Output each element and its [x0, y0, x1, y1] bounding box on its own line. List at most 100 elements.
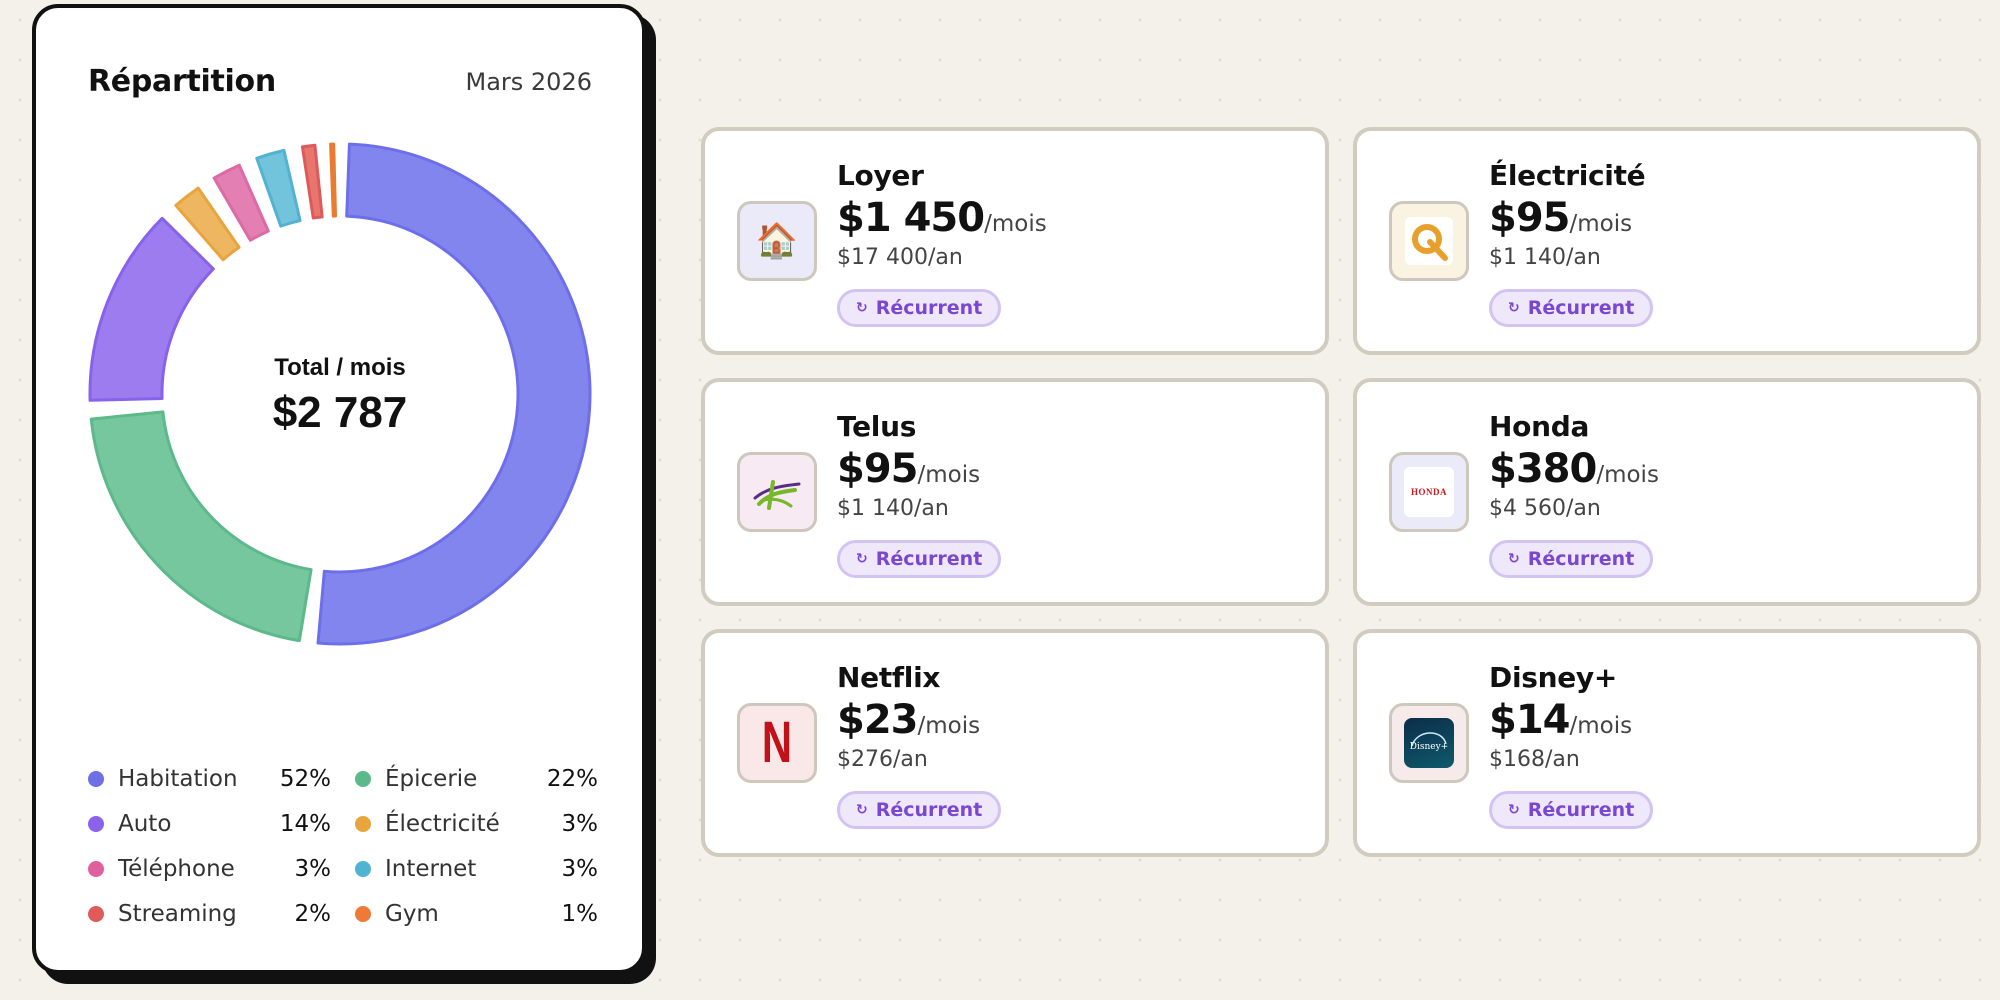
yearly-amount: $1 140/an	[837, 496, 949, 521]
legend-item-gym: Gym 1%	[355, 899, 598, 929]
donut-slice-electricite[interactable]	[174, 186, 241, 262]
legend-name: Téléphone	[118, 856, 235, 882]
amount-value: $95	[837, 446, 918, 492]
legend-name: Électricité	[385, 811, 500, 837]
yearly-amount: $168/an	[1489, 747, 1580, 772]
subscription-card-netflix[interactable]: N Netflix $23/mois $276/an ↻ Récurrent	[701, 629, 1329, 857]
card-logo	[1389, 201, 1469, 281]
yearly-amount: $17 400/an	[837, 245, 963, 270]
legend-item-auto: Auto 14%	[88, 809, 331, 839]
card-name: Disney+	[1489, 661, 1618, 694]
subscription-card-disney-plus[interactable]: Disney+ Disney+ $14/mois $168/an ↻ Récur…	[1353, 629, 1981, 857]
card-amount: $95/mois	[837, 446, 980, 492]
legend-pct: 2%	[294, 901, 332, 927]
legend-name: Auto	[118, 811, 172, 837]
card-logo	[737, 452, 817, 532]
legend-name: Internet	[385, 856, 477, 882]
disney-arc-icon	[1411, 732, 1447, 747]
refresh-icon: ↻	[856, 300, 868, 316]
recurrent-badge: ↻ Récurrent	[837, 289, 1002, 327]
house-icon: 🏠	[755, 221, 799, 261]
period-label: Mars 2026	[465, 68, 593, 96]
recurrent-badge: ↻ Récurrent	[837, 540, 1002, 578]
refresh-icon: ↻	[1508, 300, 1520, 316]
netflix-logo-icon: N	[761, 710, 793, 775]
amount-unit: /mois	[917, 462, 981, 488]
badge-label: Récurrent	[875, 548, 983, 570]
legend-name: Épicerie	[385, 766, 478, 792]
recurrent-badge: ↻ Récurrent	[1489, 791, 1654, 829]
card-name: Honda	[1489, 410, 1590, 443]
legend-dot	[355, 816, 371, 832]
legend-name: Habitation	[118, 766, 238, 792]
legend-item-streaming: Streaming 2%	[88, 899, 331, 929]
donut-chart	[88, 142, 592, 646]
donut-slice-internet[interactable]	[255, 148, 302, 228]
legend-dot	[88, 771, 104, 787]
card-name: Loyer	[837, 159, 924, 192]
legend-item-electricite: Électricité 3%	[355, 809, 598, 839]
amount-unit: /mois	[1569, 211, 1633, 237]
card-name: Électricité	[1489, 159, 1646, 192]
yearly-amount: $1 140/an	[1489, 245, 1601, 270]
legend-dot	[88, 861, 104, 877]
badge-label: Récurrent	[875, 297, 983, 319]
amount-value: $23	[837, 697, 918, 743]
subscription-card-telus[interactable]: Telus $95/mois $1 140/an ↻ Récurrent	[701, 378, 1329, 606]
card-logo: 🏠	[737, 201, 817, 281]
donut-slice-epicerie[interactable]	[89, 410, 313, 643]
badge-label: Récurrent	[1527, 297, 1635, 319]
badge-label: Récurrent	[875, 799, 983, 821]
card-logo: Disney+	[1389, 703, 1469, 783]
yearly-amount: $4 560/an	[1489, 496, 1601, 521]
refresh-icon: ↻	[1508, 802, 1520, 818]
legend-item-habitation: Habitation 52%	[88, 764, 331, 794]
recurrent-badge: ↻ Récurrent	[837, 791, 1002, 829]
legend-pct: 3%	[561, 856, 599, 882]
amount-unit: /mois	[1569, 713, 1633, 739]
card-amount: $380/mois	[1489, 446, 1659, 492]
badge-label: Récurrent	[1527, 548, 1635, 570]
amount-unit: /mois	[917, 713, 981, 739]
breakdown-panel: Répartition Mars 2026 Total / mois $2 78…	[32, 4, 646, 974]
card-amount: $23/mois	[837, 697, 980, 743]
disney-plus-logo-icon: Disney+	[1409, 742, 1449, 752]
card-name: Netflix	[837, 661, 941, 694]
recurrent-badge: ↻ Récurrent	[1489, 289, 1654, 327]
legend: Habitation 52% Épicerie 22% Auto 14% Éle…	[88, 764, 598, 929]
badge-label: Récurrent	[1527, 799, 1635, 821]
recurrent-badge: ↻ Récurrent	[1489, 540, 1654, 578]
legend-name: Streaming	[118, 901, 237, 927]
legend-dot	[355, 906, 371, 922]
card-amount: $95/mois	[1489, 195, 1632, 241]
amount-unit: /mois	[984, 211, 1047, 237]
card-amount: $1 450/mois	[837, 195, 1047, 241]
donut-slice-auto[interactable]	[88, 216, 215, 402]
panel-title: Répartition	[88, 64, 276, 99]
subscription-card-loyer[interactable]: 🏠 Loyer $1 450/mois $17 400/an ↻ Récurre…	[701, 127, 1329, 355]
donut-slice-habitation[interactable]	[316, 142, 592, 646]
legend-dot	[88, 906, 104, 922]
subscription-card-honda[interactable]: HONDA Honda $380/mois $4 560/an ↻ Récurr…	[1353, 378, 1981, 606]
donut-center-value: $2 787	[272, 388, 408, 437]
legend-pct: 1%	[561, 901, 599, 927]
legend-item-telephone: Téléphone 3%	[88, 854, 331, 884]
donut-slice-gym[interactable]	[329, 142, 338, 218]
donut-center-label: Total / mois	[274, 354, 406, 381]
refresh-icon: ↻	[856, 802, 868, 818]
legend-pct: 22%	[546, 766, 598, 792]
donut-slice-telephone[interactable]	[212, 163, 270, 242]
legend-name: Gym	[385, 901, 439, 927]
refresh-icon: ↻	[1508, 551, 1520, 567]
donut-slice-streaming[interactable]	[300, 143, 324, 220]
amount-value: $14	[1489, 697, 1570, 743]
legend-pct: 14%	[279, 811, 331, 837]
subscription-card-electricite[interactable]: Électricité $95/mois $1 140/an ↻ Récurre…	[1353, 127, 1981, 355]
refresh-icon: ↻	[856, 551, 868, 567]
yearly-amount: $276/an	[837, 747, 928, 772]
legend-item-internet: Internet 3%	[355, 854, 598, 884]
amount-value: $380	[1489, 446, 1597, 492]
honda-logo-icon: HONDA	[1411, 487, 1447, 497]
legend-dot	[355, 771, 371, 787]
card-logo: HONDA	[1389, 452, 1469, 532]
